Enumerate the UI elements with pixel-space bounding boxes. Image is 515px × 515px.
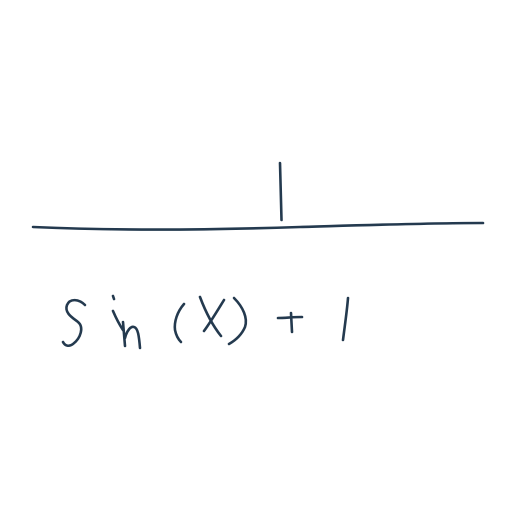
- letter-i-dot: [111, 294, 116, 301]
- plus-horizontal-stroke: [276, 315, 304, 320]
- letter-x-stroke-2: [202, 298, 226, 333]
- fraction-bar: [31, 221, 485, 231]
- letter-x-stroke-1: [198, 295, 223, 338]
- denominator-digit-1-stroke: [341, 296, 350, 342]
- denominator-group: [61, 294, 350, 350]
- right-paren-stroke: [227, 296, 248, 346]
- numerator-group: [278, 161, 283, 222]
- numerator-digit-1-stroke: [278, 161, 283, 222]
- letter-i-stem: [111, 309, 125, 332]
- letter-s-stroke: [61, 298, 87, 348]
- letter-n-stroke: [121, 320, 142, 350]
- plus-vertical-stroke: [289, 311, 294, 334]
- left-paren-stroke: [173, 302, 186, 344]
